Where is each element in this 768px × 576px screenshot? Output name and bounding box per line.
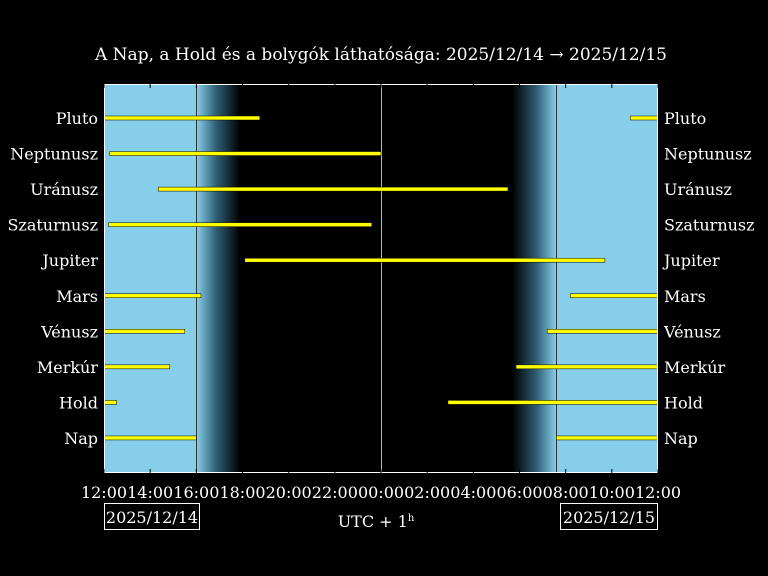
row-label-right: Hold (664, 393, 703, 412)
visibility-bar (103, 293, 202, 298)
row-label-left: Pluto (56, 109, 98, 128)
x-tick-label: 12:00 (81, 483, 127, 502)
visibility-bar (108, 222, 373, 227)
twilight-dusk (196, 84, 241, 473)
chart-title: A Nap, a Hold és a bolygók láthatósága: … (94, 45, 667, 65)
x-tick-label: 08:00 (543, 483, 589, 502)
visibility-bar (157, 186, 509, 192)
x-axis-label-text: UTC + 1 (338, 512, 408, 531)
x-tick-label: 06:00 (496, 483, 542, 502)
visibility-bar (244, 257, 606, 263)
row-label-right: Neptunusz (664, 145, 752, 164)
row-label-left: Jupiter (40, 251, 98, 270)
date-end-label: 2025/12/15 (563, 508, 655, 527)
visibility-bar (103, 400, 117, 405)
visibility-bar (103, 364, 171, 370)
plot-area: Pluto Pluto Neptunusz Neptunusz Uránusz Uránu… (7, 84, 755, 502)
date-start-box (104, 503, 200, 530)
daylight-region (104, 84, 197, 473)
visibility-bar (447, 400, 659, 405)
x-tick-label: 20:00 (266, 483, 312, 502)
row-label-left: Neptunusz (10, 145, 98, 164)
x-tick-label: 14:00 (127, 483, 173, 502)
x-axis-label: UTC + 1h (338, 512, 415, 531)
visibility-bar (556, 435, 659, 441)
x-tick-label: 22:00 (312, 483, 358, 502)
visibility-bar (570, 293, 659, 298)
date-end-box (560, 503, 658, 530)
row-label-left: Merkúr (37, 358, 99, 377)
row-label-left: Szaturnusz (7, 216, 98, 235)
x-tick-label: 10:00 (589, 483, 635, 502)
x-tick-label: 00:00 (358, 483, 404, 502)
row-label-right: Merkúr (664, 358, 726, 377)
row-label-right: Uránusz (664, 180, 732, 199)
visibility-bar (109, 151, 382, 156)
daylight-region (556, 84, 658, 473)
row-label-right: Pluto (664, 109, 706, 128)
row-label-left: Mars (56, 287, 98, 306)
x-tick-label: 04:00 (450, 483, 496, 502)
x-tick-label: 02:00 (404, 483, 450, 502)
twilight-dawn (512, 84, 557, 473)
row-label-left: Nap (64, 429, 98, 448)
row-label-left: Hold (59, 393, 98, 412)
row-label-right: Vénusz (663, 322, 721, 341)
visibility-bar (103, 435, 197, 441)
date-start-label: 2025/12/14 (106, 508, 198, 527)
visibility-bar (103, 329, 186, 334)
x-tick-label: 16:00 (173, 483, 219, 502)
visibility-bar (546, 329, 659, 334)
row-label-right: Mars (664, 287, 706, 306)
visibility-bar (103, 115, 261, 121)
row-label-left: Uránusz (30, 180, 98, 199)
x-axis-label-superscript: h (408, 513, 415, 524)
row-label-left: Vénusz (40, 322, 98, 341)
visibility-bar (630, 115, 659, 121)
row-label-right: Nap (664, 429, 698, 448)
x-tick-label: 12:00 (635, 483, 681, 502)
row-label-right: Jupiter (662, 251, 720, 270)
x-tick-label: 18:00 (219, 483, 265, 502)
row-label-right: Szaturnusz (664, 216, 755, 235)
visibility-bar (515, 364, 659, 370)
